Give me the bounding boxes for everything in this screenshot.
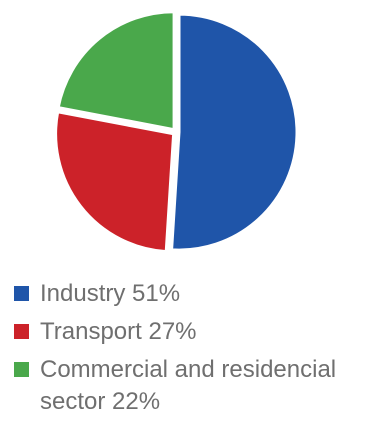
- legend-item-industry: Industry 51%: [14, 278, 384, 310]
- legend-label-industry: Industry 51%: [40, 280, 181, 307]
- legend-swatch-industry: [14, 286, 29, 301]
- pie-plot-area: [54, 10, 299, 254]
- legend-item-commercial: Commercial and residencial sector 22%: [14, 354, 384, 418]
- legend-swatch-transport: [14, 324, 29, 339]
- legend-item-transport: Transport 27%: [14, 316, 384, 348]
- legend-swatch-commercial: [14, 362, 29, 377]
- legend: Industry 51% Transport 27% Commercial an…: [14, 278, 384, 424]
- pie-slice-transport: [54, 109, 176, 254]
- pie-slice-commercial: [56, 10, 176, 132]
- pie-slice-industry: [169, 12, 299, 252]
- legend-label-transport: Transport 27%: [40, 318, 197, 345]
- legend-label-commercial: Commercial and residencial sector 22%: [40, 356, 337, 415]
